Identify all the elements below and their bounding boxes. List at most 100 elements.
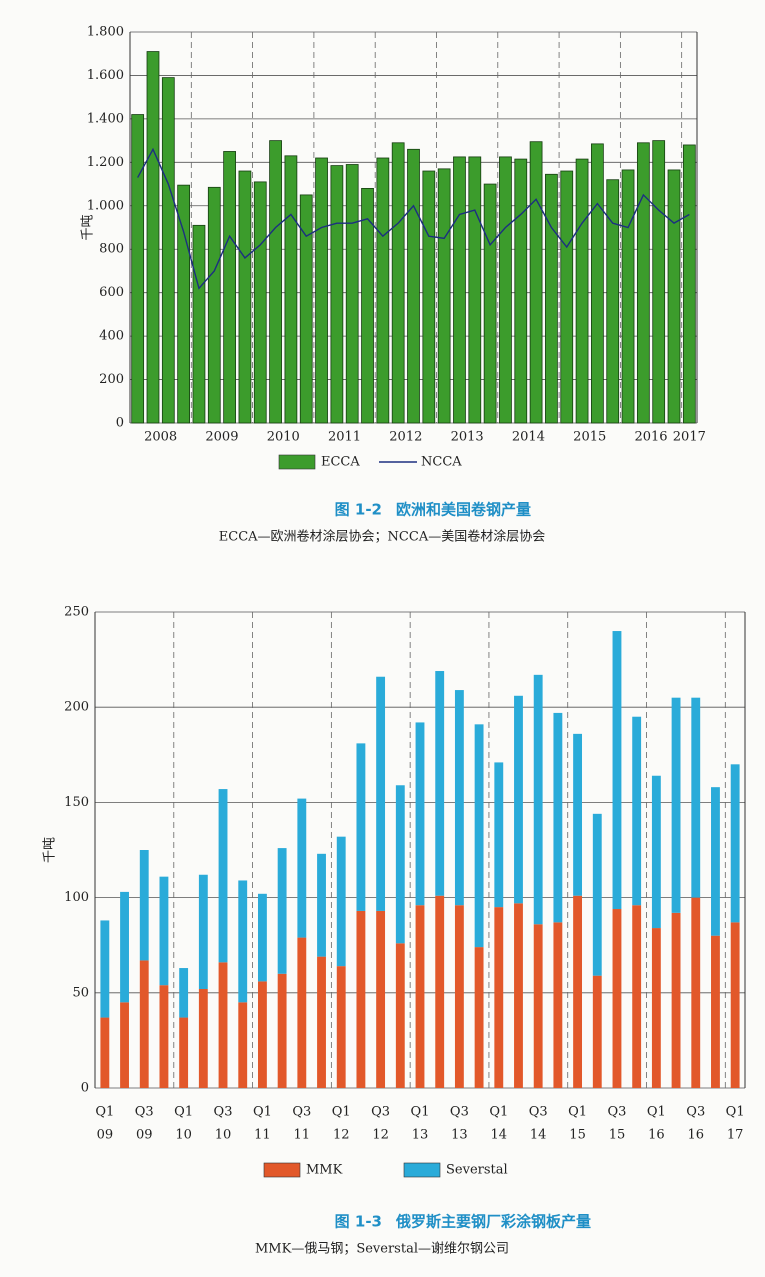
bar [468, 156, 482, 424]
bar [179, 1017, 189, 1088]
bar [651, 775, 661, 929]
bar [218, 789, 228, 963]
bar [257, 981, 267, 1088]
y-tick-label: 600 [99, 285, 124, 300]
bar [317, 956, 326, 1088]
bar [100, 920, 110, 1018]
bar [277, 848, 287, 974]
x-tick-label: 16 [648, 1128, 665, 1143]
bar [179, 968, 189, 1018]
bar [553, 922, 563, 1088]
y-tick-label: 0 [81, 1081, 89, 1096]
bar [391, 142, 405, 424]
y-tick-label: 250 [64, 605, 89, 620]
y-tick-label: 1.600 [87, 68, 124, 83]
x-tick-label: 16 [687, 1128, 704, 1143]
bar [651, 928, 661, 1088]
x-tick-label: 2016 [634, 430, 667, 445]
bar [545, 173, 558, 424]
y-tick-label: 1.800 [87, 25, 124, 40]
bar [533, 924, 543, 1088]
x-tick-label: 2013 [451, 430, 484, 445]
chart-title: 俄罗斯主要钢厂彩涂钢板产量 [395, 1213, 591, 1231]
y-tick-label: 200 [64, 700, 89, 715]
bar [730, 922, 740, 1088]
bar [691, 897, 701, 1088]
bar [652, 140, 666, 424]
x-tick-label: 2014 [512, 430, 545, 445]
x-tick-label: 14 [530, 1128, 547, 1143]
x-tick-label: Q3 [450, 1105, 469, 1120]
bar [257, 893, 267, 982]
bar [514, 903, 523, 1088]
bar [139, 960, 149, 1088]
x-tick-label: Q3 [214, 1105, 233, 1120]
x-tick-label: Q1 [489, 1105, 508, 1120]
y-axis-label: 千吨 [43, 837, 58, 863]
x-tick-label: 12 [372, 1128, 389, 1143]
bar [621, 169, 635, 424]
bar [395, 943, 405, 1088]
legend-label: ECCA [321, 455, 360, 470]
x-tick-label: 2012 [389, 430, 422, 445]
bar [474, 947, 484, 1088]
bar [139, 850, 149, 961]
y-tick-label: 800 [99, 242, 124, 257]
bar [146, 51, 160, 424]
bar [591, 143, 604, 424]
y-tick-label: 200 [99, 372, 124, 387]
bar [395, 785, 405, 944]
y-tick-label: 1.400 [87, 111, 124, 126]
bar [336, 836, 346, 967]
bar [514, 695, 523, 904]
legend-label: NCCA [421, 455, 462, 470]
y-tick-label: 1.000 [87, 198, 124, 213]
x-tick-label: Q3 [292, 1105, 311, 1120]
bar [573, 895, 583, 1088]
bar [691, 697, 701, 898]
x-tick-label: Q1 [253, 1105, 272, 1120]
x-tick-label: 15 [569, 1128, 586, 1143]
bar [435, 895, 445, 1088]
x-tick-label: Q1 [174, 1105, 193, 1120]
bar [315, 157, 328, 424]
x-tick-label: 17 [727, 1128, 744, 1143]
bar [376, 157, 390, 424]
bar [407, 148, 420, 424]
bar [223, 151, 236, 424]
bar [277, 973, 287, 1088]
x-tick-label: 2010 [267, 430, 300, 445]
x-tick-label: Q1 [332, 1105, 351, 1120]
bar [454, 690, 464, 906]
legend-label: Severstal [446, 1163, 508, 1178]
bar [636, 142, 650, 424]
x-tick-label: Q1 [647, 1105, 666, 1120]
x-tick-label: Q3 [608, 1105, 627, 1120]
x-tick-label: Q3 [529, 1105, 548, 1120]
x-tick-label: Q1 [726, 1105, 745, 1120]
bar [192, 224, 206, 424]
y-tick-label: 1.200 [87, 155, 124, 170]
x-tick-label: Q3 [135, 1105, 154, 1120]
bar [238, 170, 252, 424]
x-tick-label: 13 [451, 1128, 468, 1143]
bar [575, 158, 589, 424]
bar [612, 909, 622, 1088]
y-tick-label: 100 [64, 890, 89, 905]
x-tick-label: 12 [333, 1128, 350, 1143]
bar [606, 179, 620, 424]
bar [356, 743, 366, 911]
legend-swatch [263, 1162, 301, 1178]
bar [435, 671, 445, 896]
bar [100, 1017, 110, 1088]
bar [317, 853, 326, 957]
legend-swatch [403, 1162, 441, 1178]
bar [297, 798, 307, 938]
bar [356, 910, 366, 1088]
x-tick-label: Q3 [686, 1105, 705, 1120]
bar [612, 631, 622, 910]
bar [336, 966, 346, 1088]
bar [514, 158, 528, 424]
bar [238, 1002, 248, 1088]
bar [198, 874, 208, 989]
